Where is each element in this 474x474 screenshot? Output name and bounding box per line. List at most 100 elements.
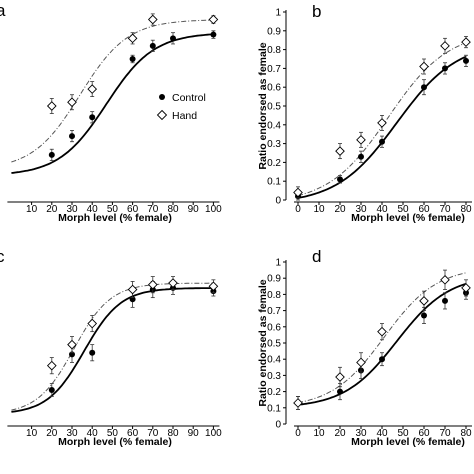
x-tick-label-d-0: 0 [295,428,301,439]
marker-control-a-100 [210,31,217,38]
marker-hand-c-30 [67,339,77,350]
y-tick-label-b-0.6: 0.6 [267,83,281,94]
x-tick-label-a-50: 50 [107,204,119,215]
marker-hand-a-40 [87,84,98,94]
y-tick-label-b-0.2: 0.2 [267,158,281,169]
marker-hand-b-20 [335,146,345,156]
y-tick-label-b-0.3: 0.3 [267,139,281,150]
y-axis-title-d: Ratio endorsed as female [257,279,269,406]
x-tick-label-b-40: 40 [376,204,388,215]
marker-control-a-40 [89,114,96,121]
x-tick-label-c-60: 60 [127,428,139,439]
marker-hand-b-40 [377,118,387,128]
x-tick-label-b-20: 20 [334,204,346,215]
y-tick-label-d-0.4: 0.4 [267,355,281,366]
marker-hand-b-70 [440,41,450,51]
fit-curve-hand-a [11,19,214,163]
x-tick-label-c-30: 30 [66,428,78,439]
x-tick-label-d-10: 10 [313,428,325,439]
marker-control-d-70 [442,297,448,304]
marker-control-d-60 [421,312,427,319]
x-tick-label-b-10: 10 [313,204,325,215]
marker-control-a-80 [170,35,176,42]
marker-hand-b-30 [356,135,366,145]
x-tick-label-d-60: 60 [418,428,430,439]
marker-hand-c-20 [46,360,57,371]
x-tick-label-d-20: 20 [334,428,346,439]
y-tick-label-b-0.1: 0.1 [267,177,281,188]
fit-curve-control-d [297,282,467,406]
y-tick-label-d-0.2: 0.2 [267,387,281,398]
y-tick-label-d-0.1: 0.1 [267,403,281,414]
marker-hand-d-40 [377,326,387,337]
marker-hand-c-100 [208,281,219,292]
marker-hand-a-60 [127,33,138,44]
marker-hand-b-60 [419,61,429,72]
x-tick-label-d-50: 50 [397,428,409,439]
x-tick-label-c-20: 20 [46,428,58,439]
x-axis-title-a: Morph level (% female) [58,212,172,224]
marker-control-c-20 [48,386,55,393]
x-tick-label-d-80: 80 [460,428,472,439]
x-tick-label-c-90: 90 [188,428,200,439]
marker-control-b-80 [463,57,469,64]
marker-control-d-40 [379,356,385,363]
y-tick-label-b-0.7: 0.7 [267,64,281,75]
marker-control-b-40 [379,138,385,145]
x-tick-label-a-80: 80 [167,204,179,215]
x-tick-label-c-50: 50 [107,428,119,439]
x-tick-label-b-80: 80 [460,204,472,215]
marker-control-d-20 [337,388,343,395]
marker-control-a-20 [48,151,55,158]
x-tick-label-a-10: 10 [26,204,38,215]
marker-hand-d-60 [419,296,429,306]
x-tick-label-b-50: 50 [397,204,409,215]
marker-hand-b-0 [293,187,303,198]
marker-control-b-20 [337,176,343,183]
y-tick-label-b-0.5: 0.5 [267,102,281,113]
y-tick-label-b-0.4: 0.4 [267,120,281,131]
panel-label-b: b [312,2,321,21]
y-tick-label-d-0.7: 0.7 [267,306,281,317]
x-tick-label-d-30: 30 [355,428,367,439]
x-tick-label-a-90: 90 [188,204,200,215]
x-tick-label-c-10: 10 [26,428,38,439]
marker-control-c-40 [89,349,96,356]
legend-label-control: Control [172,92,206,104]
legend-marker-hand [156,109,168,121]
x-tick-label-c-40: 40 [87,428,99,439]
y-tick-label-d-0.8: 0.8 [267,290,281,301]
marker-hand-d-70 [440,274,450,285]
marker-hand-a-100 [208,14,219,25]
panel-label-d: d [312,247,321,266]
y-tick-label-d-0.3: 0.3 [267,371,281,382]
x-tick-label-a-40: 40 [87,204,99,215]
marker-hand-d-30 [356,357,366,368]
y-tick-label-b-0: 0 [275,196,281,207]
marker-hand-c-60 [127,284,138,295]
x-tick-label-c-70: 70 [147,428,159,439]
marker-hand-a-20 [46,101,57,111]
marker-control-a-70 [149,42,156,49]
x-tick-label-b-0: 0 [295,204,301,215]
x-tick-label-b-70: 70 [439,204,451,215]
y-tick-label-d-0.5: 0.5 [267,339,281,350]
y-tick-label-d-0.9: 0.9 [267,274,281,285]
marker-hand-a-30 [67,97,77,108]
x-tick-label-a-100: 100 [205,204,222,215]
marker-control-b-30 [358,153,364,160]
marker-hand-c-70 [147,279,158,290]
x-tick-label-d-70: 70 [439,428,451,439]
x-tick-label-c-80: 80 [167,428,179,439]
y-tick-label-b-0.8: 0.8 [267,45,281,56]
y-tick-label-b-1: 1 [275,8,281,19]
marker-hand-a-70 [147,14,158,25]
x-tick-label-a-30: 30 [66,204,78,215]
x-tick-label-d-40: 40 [376,428,388,439]
marker-hand-d-80 [461,283,471,293]
x-axis-title-d: Morph level (% female) [351,436,465,448]
y-tick-label-d-1: 1 [275,258,281,269]
panel-label-c: c [0,247,5,266]
x-tick-label-a-20: 20 [46,204,58,215]
